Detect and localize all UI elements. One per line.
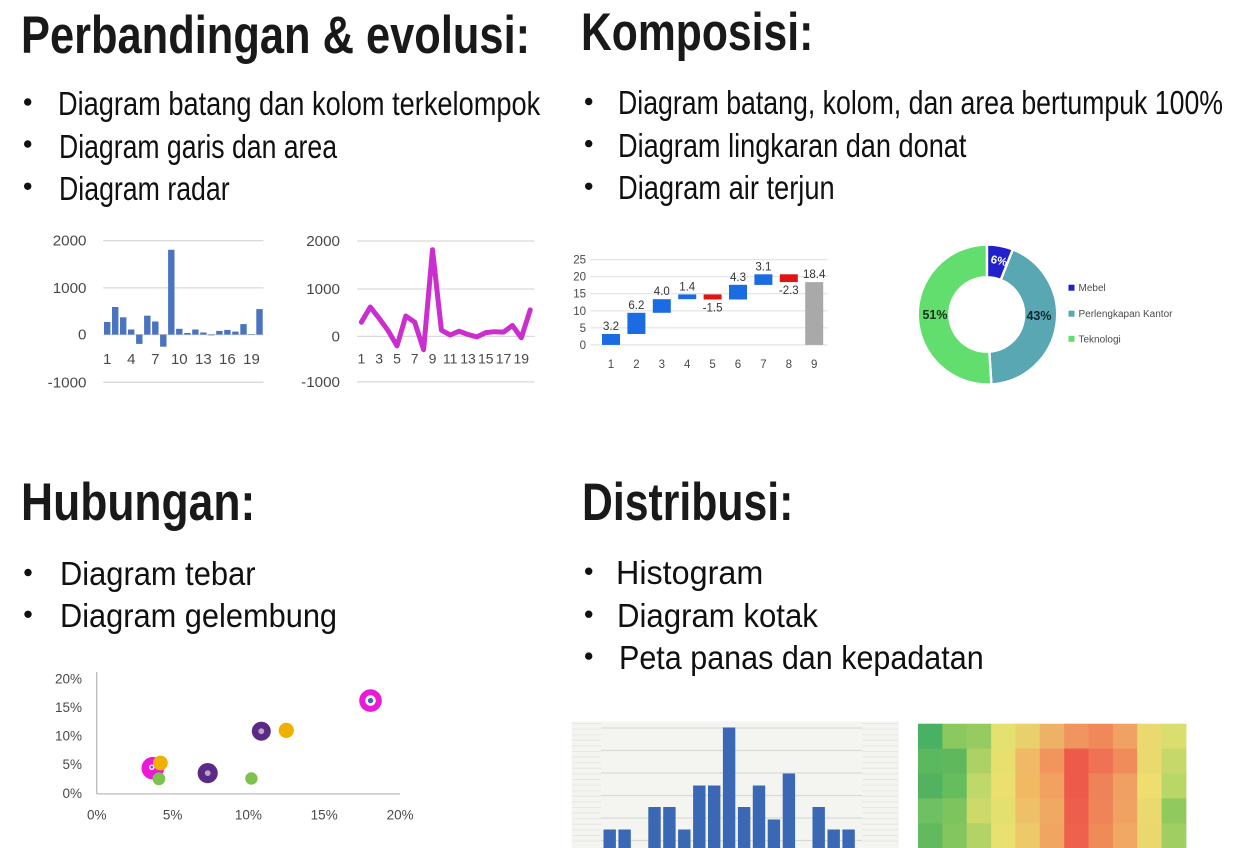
svg-text:1: 1 (358, 351, 366, 367)
svg-text:10%: 10% (55, 729, 82, 744)
svg-text:20%: 20% (387, 808, 414, 823)
svg-text:18.4: 18.4 (803, 269, 826, 281)
svg-text:25: 25 (573, 255, 586, 267)
svg-text:7: 7 (411, 351, 419, 367)
svg-text:4: 4 (684, 359, 691, 371)
svg-text:15: 15 (573, 289, 586, 301)
svg-text:11: 11 (443, 351, 458, 367)
svg-text:-1.5: -1.5 (703, 303, 723, 315)
svg-text:5%: 5% (163, 808, 183, 823)
svg-text:10: 10 (171, 351, 188, 368)
svg-text:8: 8 (786, 359, 792, 371)
svg-text:0: 0 (78, 327, 86, 344)
svg-text:1: 1 (103, 351, 111, 368)
svg-text:-1000: -1000 (48, 374, 87, 391)
svg-text:10%: 10% (235, 808, 262, 823)
svg-text:0: 0 (332, 328, 340, 345)
svg-text:-2.3: -2.3 (779, 285, 799, 297)
svg-text:5: 5 (393, 351, 401, 367)
svg-text:51%: 51% (922, 308, 947, 322)
svg-text:5%: 5% (62, 757, 82, 772)
svg-text:4: 4 (127, 351, 135, 368)
svg-text:9: 9 (811, 359, 817, 371)
svg-text:0%: 0% (62, 786, 82, 801)
svg-text:13: 13 (195, 351, 212, 368)
svg-text:4.0: 4.0 (654, 286, 670, 298)
svg-text:1000: 1000 (306, 281, 340, 298)
svg-text:3: 3 (375, 351, 383, 367)
svg-text:17: 17 (496, 351, 512, 367)
svg-text:5: 5 (709, 359, 715, 371)
svg-text:20: 20 (573, 272, 586, 284)
svg-text:1000: 1000 (53, 280, 87, 297)
svg-text:3: 3 (659, 359, 665, 371)
svg-text:6: 6 (735, 359, 741, 371)
svg-text:15%: 15% (311, 808, 338, 823)
svg-text:13: 13 (460, 351, 476, 367)
svg-text:1.4: 1.4 (679, 281, 696, 293)
svg-text:2000: 2000 (53, 233, 87, 250)
svg-text:19: 19 (514, 351, 530, 367)
svg-text:Teknologi: Teknologi (1079, 334, 1121, 345)
svg-text:5: 5 (580, 323, 586, 335)
svg-text:Perlengkapan Kantor: Perlengkapan Kantor (1079, 309, 1174, 320)
svg-text:15: 15 (478, 351, 494, 367)
svg-text:0: 0 (580, 340, 586, 352)
svg-text:7: 7 (760, 359, 766, 371)
svg-text:0%: 0% (87, 808, 107, 823)
svg-text:6.2: 6.2 (628, 300, 644, 312)
svg-text:19: 19 (243, 351, 260, 368)
svg-text:4.3: 4.3 (730, 272, 746, 284)
svg-text:10: 10 (573, 306, 586, 318)
svg-text:3.1: 3.1 (755, 261, 771, 273)
svg-text:-1000: -1000 (301, 374, 340, 391)
svg-text:1: 1 (608, 359, 614, 371)
svg-text:3.2: 3.2 (603, 321, 619, 333)
svg-text:6%: 6% (990, 254, 1009, 269)
svg-text:43%: 43% (1026, 309, 1051, 323)
svg-text:2: 2 (633, 359, 639, 371)
svg-text:7: 7 (151, 351, 159, 368)
svg-text:15%: 15% (55, 700, 82, 715)
svg-text:20%: 20% (55, 671, 82, 686)
svg-text:Mebel: Mebel (1079, 283, 1106, 294)
svg-text:16: 16 (219, 351, 236, 368)
svg-text:9: 9 (429, 351, 437, 367)
svg-text:2000: 2000 (306, 233, 340, 250)
